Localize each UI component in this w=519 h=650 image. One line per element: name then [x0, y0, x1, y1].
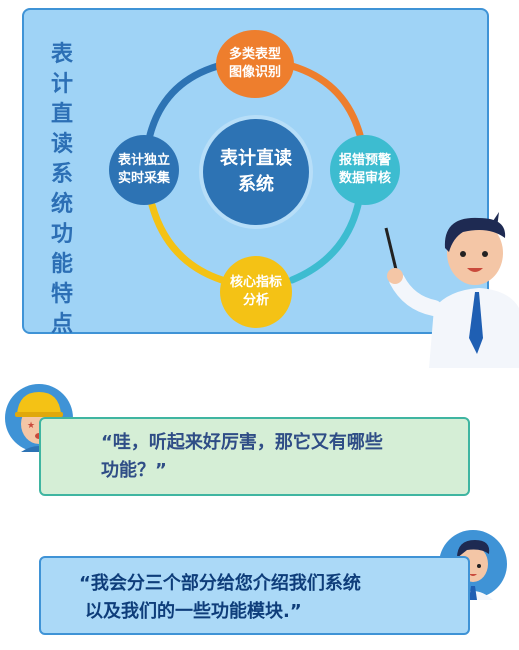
- node-realtime-collection: 表计独立 实时采集: [109, 135, 179, 205]
- arc-yellow: [148, 201, 226, 284]
- node-image-recognition: 多类表型 图像识别: [216, 30, 294, 98]
- star-eye-left: ★: [27, 421, 35, 431]
- center-line2: 系统: [238, 174, 274, 195]
- node-top-line1: 多类表型: [228, 47, 281, 62]
- question-bubble: “哇，听起来好厉害，那它又有哪些 功能？”: [39, 417, 470, 496]
- eye-right: [482, 251, 488, 257]
- tie: [469, 292, 483, 354]
- presenter-tie: [469, 586, 477, 600]
- cycle-ring: [146, 62, 364, 284]
- face: [447, 221, 503, 285]
- answer-line2: 以及我们的一些功能模块.”: [85, 601, 302, 622]
- answer-bubble: “我会分三个部分给您介绍我们系统 以及我们的一些功能模块.”: [39, 556, 470, 635]
- arc-blue: [146, 62, 222, 139]
- helmet-icon: [17, 392, 61, 414]
- center-node: 表计直读 系统: [203, 119, 309, 225]
- node-left-line1: 表计独立: [117, 153, 170, 168]
- hair: [444, 217, 506, 252]
- question-line2: 功能？”: [101, 460, 167, 481]
- presenter-illustration: [384, 212, 519, 368]
- presenter-hair: [457, 540, 490, 558]
- hand: [387, 268, 403, 284]
- node-top-line2: 图像识别: [228, 65, 281, 80]
- panel-title: 表计直读系统功能特点: [50, 42, 73, 337]
- node-right-line1: 报错预警: [338, 153, 391, 168]
- node-error-warning: 报错预警 数据审核: [330, 135, 400, 205]
- node-right-line2: 数据审核: [338, 171, 391, 186]
- arm: [389, 272, 442, 316]
- question-line1: “哇，听起来好厉害，那它又有哪些: [101, 432, 383, 453]
- answer-line1: “我会分三个部分给您介绍我们系统: [79, 573, 361, 594]
- mouth: [467, 268, 483, 272]
- center-line1: 表计直读: [220, 148, 292, 169]
- node-core-metrics: 核心指标 分析: [220, 256, 292, 328]
- eye-left: [460, 251, 466, 257]
- node-bottom-line2: 分析: [242, 293, 269, 308]
- arc-teal: [288, 201, 362, 284]
- arc-orange: [288, 62, 364, 139]
- node-bottom-line1: 核心指标: [229, 275, 282, 290]
- node-left-line2: 实时采集: [117, 171, 170, 186]
